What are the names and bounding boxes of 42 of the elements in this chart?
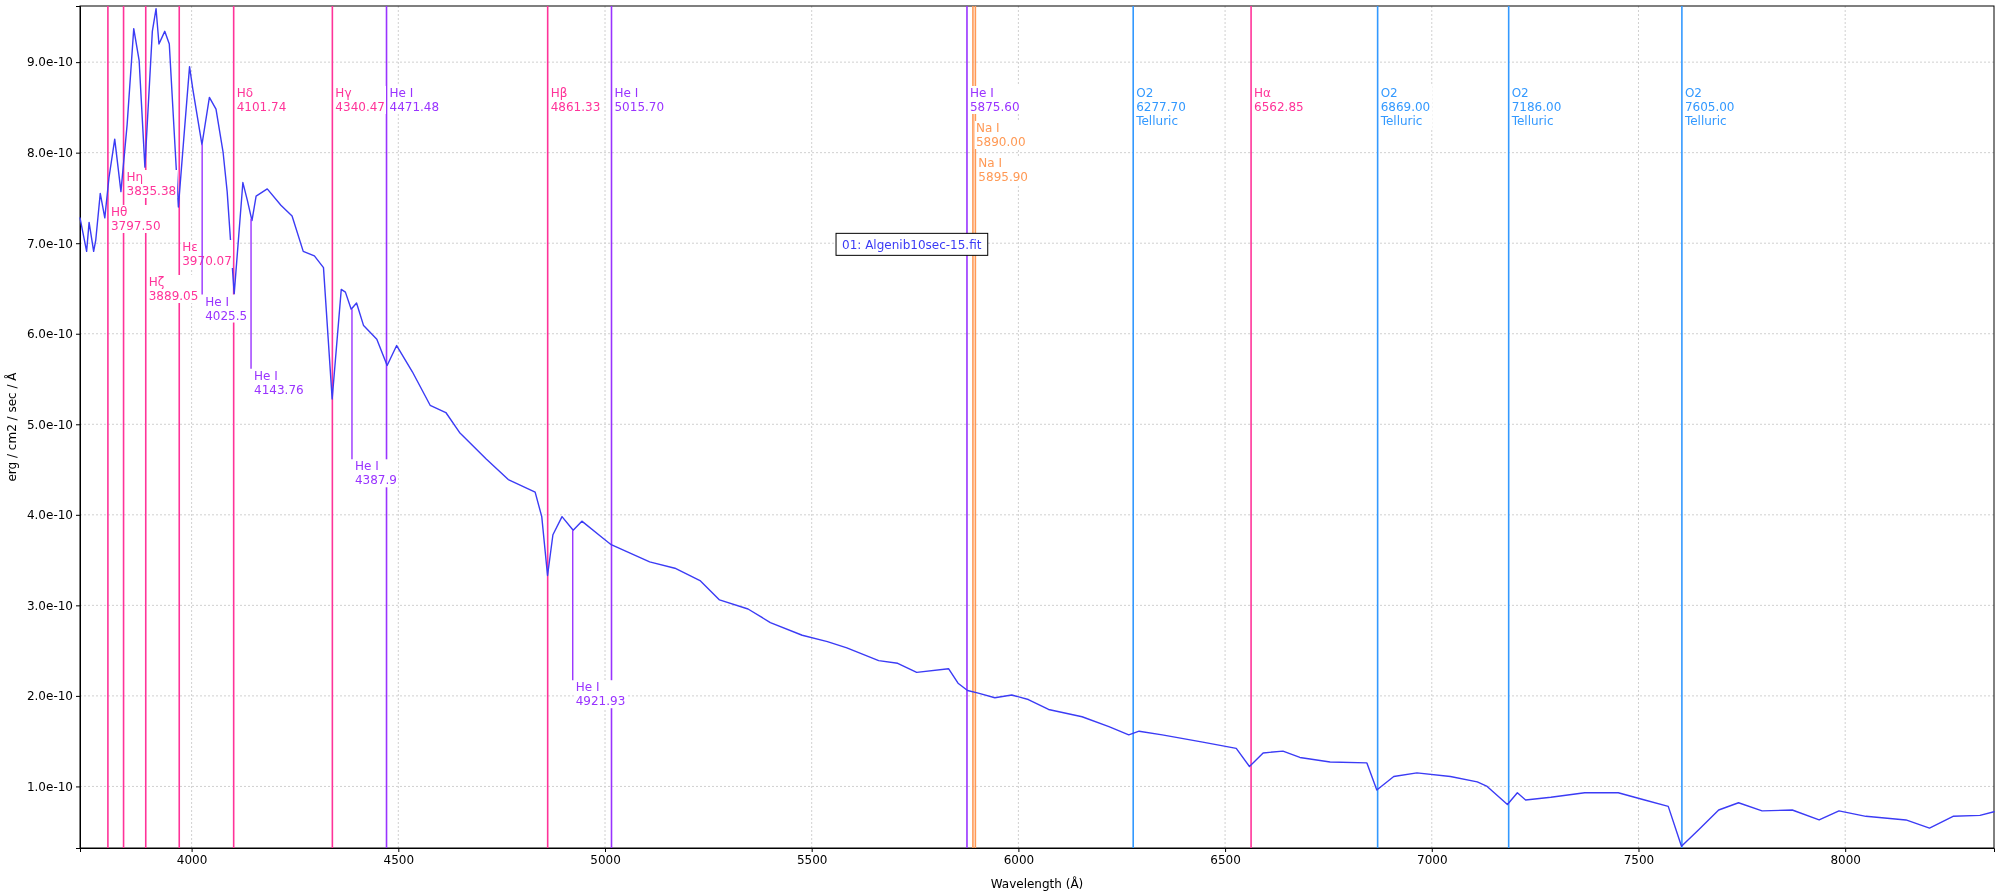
y-tick-label: 3.0e-10 (26, 598, 73, 613)
ref-line-label: He I 5875.60 (969, 86, 1020, 114)
annotation: He I 4143.76 (254, 368, 304, 397)
x-axis-title: Wavelength (Å) (990, 876, 1084, 891)
ref-line-label: He I 5015.70 (614, 86, 665, 114)
ref-line-label: Hζ 3889.05 (148, 275, 199, 303)
y-axis-title: erg / cm2 / sec / Å (4, 371, 19, 482)
ref-line-label: Hα 6562.85 (1254, 86, 1304, 114)
x-tick-label: 7500 (1623, 852, 1655, 867)
y-tick-label: 7.0e-10 (26, 236, 73, 251)
annotation: He I 4025.5 (205, 294, 248, 323)
y-tick-label: 8.0e-10 (26, 146, 73, 161)
y-tick-label: 6.0e-10 (26, 327, 73, 342)
y-tick-label: 1.0e-10 (26, 779, 73, 794)
ref-line-label: O2 7605.00 Telluric (1683, 86, 1735, 128)
y-tick-label: 9.0e-10 (26, 55, 73, 70)
x-tick-label: 5500 (796, 852, 828, 867)
y-tick-label: 4.0e-10 (26, 508, 73, 523)
ref-line-label: Hβ 4861.33 (550, 86, 601, 114)
ref-line-label: O2 6277.70 Telluric (1135, 86, 1186, 128)
ref-line-label: Hη 3835.38 (126, 170, 177, 198)
annotation: He I 4921.93 (575, 680, 626, 709)
annotation: He I 4387.9 (354, 459, 397, 488)
text: 01: Algenib10sec-15.fit (842, 238, 982, 253)
y-tick-label: 2.0e-10 (26, 689, 73, 704)
x-tick-label: 6000 (1003, 852, 1035, 867)
ref-line-label: Hγ 4340.47 (335, 86, 385, 114)
ref-line-label: Hθ 3797.50 (110, 205, 161, 233)
ref-line-label: Hδ 4101.74 (236, 86, 287, 114)
line-series (79, 8, 1995, 847)
ref-line-label: He I 4471.48 (389, 86, 440, 114)
x-tick-label: 7000 (1417, 852, 1448, 867)
x-tick-label: 8000 (1830, 852, 1861, 867)
x-tick-label: 6500 (1210, 852, 1241, 867)
x-tick-label: 4500 (383, 852, 415, 867)
x-tick-label: 5000 (590, 852, 621, 867)
x-tick-label: 4000 (176, 852, 208, 867)
ref-line-label: O2 7186.00 Telluric (1510, 86, 1562, 128)
y-tick-label: 5.0e-10 (26, 417, 73, 432)
ref-line-label: Na I 5895.90 (978, 156, 1028, 184)
ref-line-label: O2 6869.00 Telluric (1379, 86, 1431, 128)
ref-line-label: Na I 5890.00 (975, 121, 1026, 149)
